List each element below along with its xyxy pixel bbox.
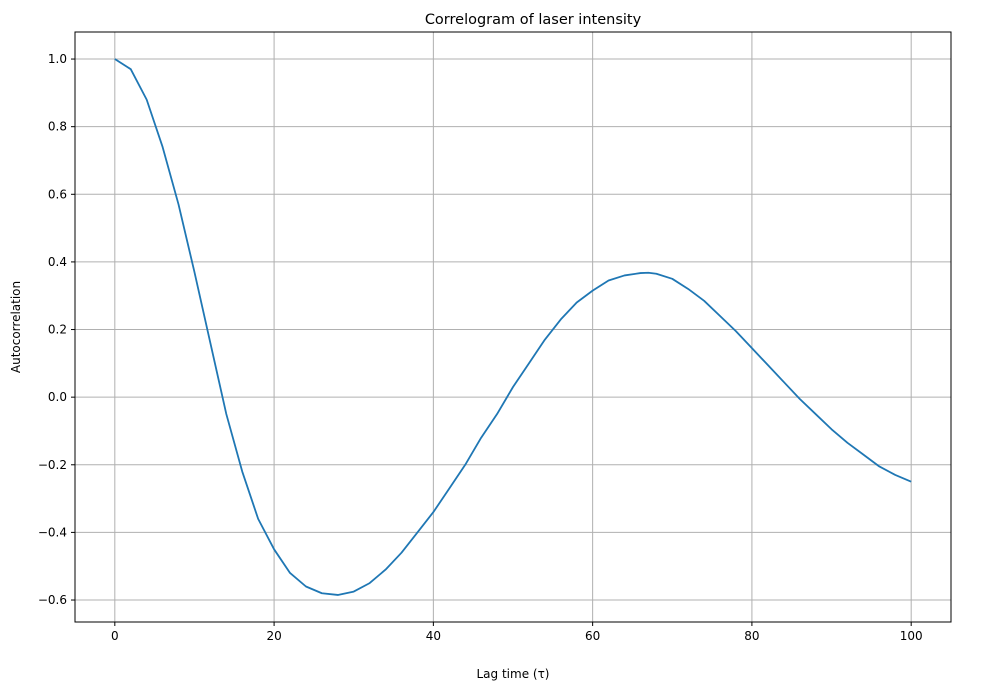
autocorrelation-line	[114, 58, 912, 596]
y-tick-label: −0.2	[38, 458, 67, 472]
y-tick-label: 0.0	[48, 390, 67, 404]
y-tick-label: 0.4	[48, 255, 67, 269]
y-tick-label: 0.6	[48, 187, 67, 201]
x-tick-label: 80	[744, 629, 759, 643]
x-tick-label: 100	[900, 629, 923, 643]
x-axis-title: Lag time (τ)	[477, 667, 550, 681]
y-tick-label: −0.6	[38, 593, 67, 607]
x-axis: 0 20 40 60 80 100	[111, 622, 923, 643]
y-axis-title: Autocorrelation	[9, 281, 23, 373]
plot-area	[114, 58, 912, 596]
x-tick-label: 60	[585, 629, 600, 643]
y-tick-label: 1.0	[48, 52, 67, 66]
chart-title: Correlogram of laser intensity	[425, 12, 642, 28]
y-tick-label: 0.2	[48, 323, 67, 337]
plot-frame	[74, 31, 952, 623]
grid	[75, 32, 951, 622]
x-tick-label: 0	[111, 629, 119, 643]
y-tick-label: 0.8	[48, 120, 67, 134]
y-axis: −0.6 −0.4 −0.2 0.0 0.2 0.4 0.6 0.8 1.0	[38, 52, 75, 607]
y-tick-label: −0.4	[38, 525, 67, 539]
x-tick-label: 40	[426, 629, 441, 643]
x-tick-label: 20	[266, 629, 281, 643]
